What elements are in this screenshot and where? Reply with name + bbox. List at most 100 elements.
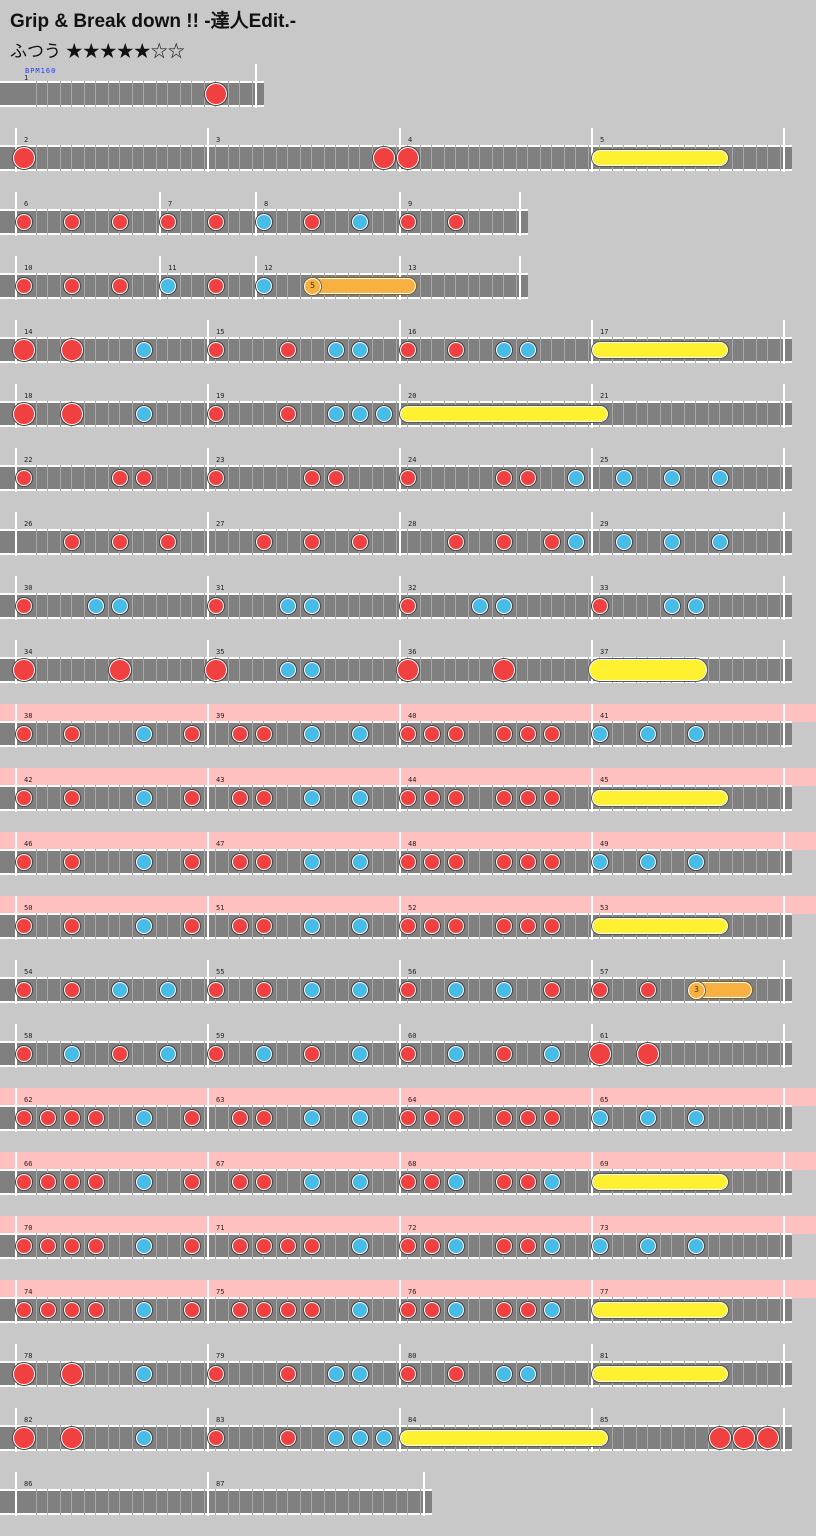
don-note <box>544 726 560 742</box>
drumroll <box>400 406 608 422</box>
ka-note <box>304 1174 320 1190</box>
beat-line <box>780 401 781 427</box>
beat-line <box>300 721 301 747</box>
beat-line <box>527 593 528 619</box>
beat-line <box>695 465 696 491</box>
beat-line <box>588 1169 589 1195</box>
measure-number: 63 <box>216 1096 225 1104</box>
beat-line <box>348 145 349 171</box>
beat-line <box>564 1297 565 1323</box>
don-note <box>160 214 176 230</box>
beat-line <box>420 1041 421 1067</box>
barline <box>207 384 209 428</box>
measure-number: 26 <box>24 520 33 528</box>
beat-line <box>167 657 168 683</box>
beat-line <box>780 1361 781 1387</box>
don-note <box>304 470 320 486</box>
don-note <box>256 534 272 550</box>
beat-line <box>36 529 37 555</box>
chart-row: 42 43 44 45 <box>0 768 816 832</box>
measure-number: 48 <box>408 840 417 848</box>
beat-line <box>780 913 781 939</box>
beat-line <box>36 273 37 299</box>
measure-number: 28 <box>408 520 417 528</box>
beat-line <box>36 721 37 747</box>
beat-line <box>348 401 349 427</box>
beat-line <box>47 465 48 491</box>
chart-row: 18 19 20 21 <box>0 384 816 448</box>
drumroll <box>592 1174 728 1190</box>
don-note <box>496 1302 512 1318</box>
beat-line <box>372 721 373 747</box>
beat-line <box>575 977 576 1003</box>
beat-line <box>359 145 360 171</box>
beat-line <box>132 657 133 683</box>
beat-line <box>575 1297 576 1323</box>
beat-line <box>719 401 720 427</box>
chart-row: 50 51 52 53 <box>0 896 816 960</box>
beat-line <box>36 849 37 875</box>
beat-line <box>180 401 181 427</box>
beat-line <box>36 401 37 427</box>
beat-line <box>180 785 181 811</box>
beat-line <box>287 849 288 875</box>
beat-line <box>743 1169 744 1195</box>
don-note <box>64 1302 80 1318</box>
measure-number: 13 <box>408 264 417 272</box>
beat-line <box>47 593 48 619</box>
beat-line <box>263 1425 264 1451</box>
beat-line <box>132 1297 133 1323</box>
don-note <box>448 1110 464 1126</box>
beat-line <box>468 529 469 555</box>
measure-number: 42 <box>24 776 33 784</box>
beat-line <box>324 785 325 811</box>
beat-line <box>756 849 757 875</box>
beat-line <box>468 337 469 363</box>
beat-line <box>564 977 565 1003</box>
beat-line <box>335 1233 336 1259</box>
beat-line <box>372 849 373 875</box>
beat-line <box>588 977 589 1003</box>
barline <box>15 1024 17 1068</box>
beat-line <box>743 1361 744 1387</box>
measure-number: 20 <box>408 392 417 400</box>
beat-line <box>540 849 541 875</box>
beat-line <box>300 593 301 619</box>
barline <box>15 192 17 236</box>
beat-line <box>756 1297 757 1323</box>
beat-line <box>743 145 744 171</box>
measure-number: 4 <box>408 136 413 144</box>
don-note <box>304 1238 320 1254</box>
beat-line <box>767 1297 768 1323</box>
beat-line <box>396 657 397 683</box>
beat-line <box>252 1041 253 1067</box>
don-note <box>496 534 512 550</box>
beat-line <box>660 1105 661 1131</box>
beat-line <box>119 1361 120 1387</box>
beat-line <box>276 1361 277 1387</box>
beat-line <box>287 1041 288 1067</box>
measure-number: 82 <box>24 1416 33 1424</box>
beat-line <box>780 337 781 363</box>
ka-note <box>496 982 512 998</box>
beat-line <box>575 721 576 747</box>
beat-line <box>575 337 576 363</box>
beat-line <box>143 273 144 299</box>
ka-note <box>328 1366 344 1382</box>
beat-line <box>215 721 216 747</box>
beat-line <box>204 1041 205 1067</box>
beat-line <box>540 1169 541 1195</box>
don-note <box>400 1302 416 1318</box>
beat-line <box>383 1169 384 1195</box>
beat-line <box>479 337 480 363</box>
barline <box>399 1216 401 1260</box>
beat-line <box>156 1361 157 1387</box>
beat-line <box>468 849 469 875</box>
beat-line <box>300 145 301 171</box>
beat-line <box>119 721 120 747</box>
measure-number: 27 <box>216 520 225 528</box>
chart-title: Grip & Break down !! -達人Edit.- <box>10 11 297 32</box>
don-note <box>184 1174 200 1190</box>
beat-line <box>492 209 493 235</box>
don-note <box>208 1046 224 1062</box>
